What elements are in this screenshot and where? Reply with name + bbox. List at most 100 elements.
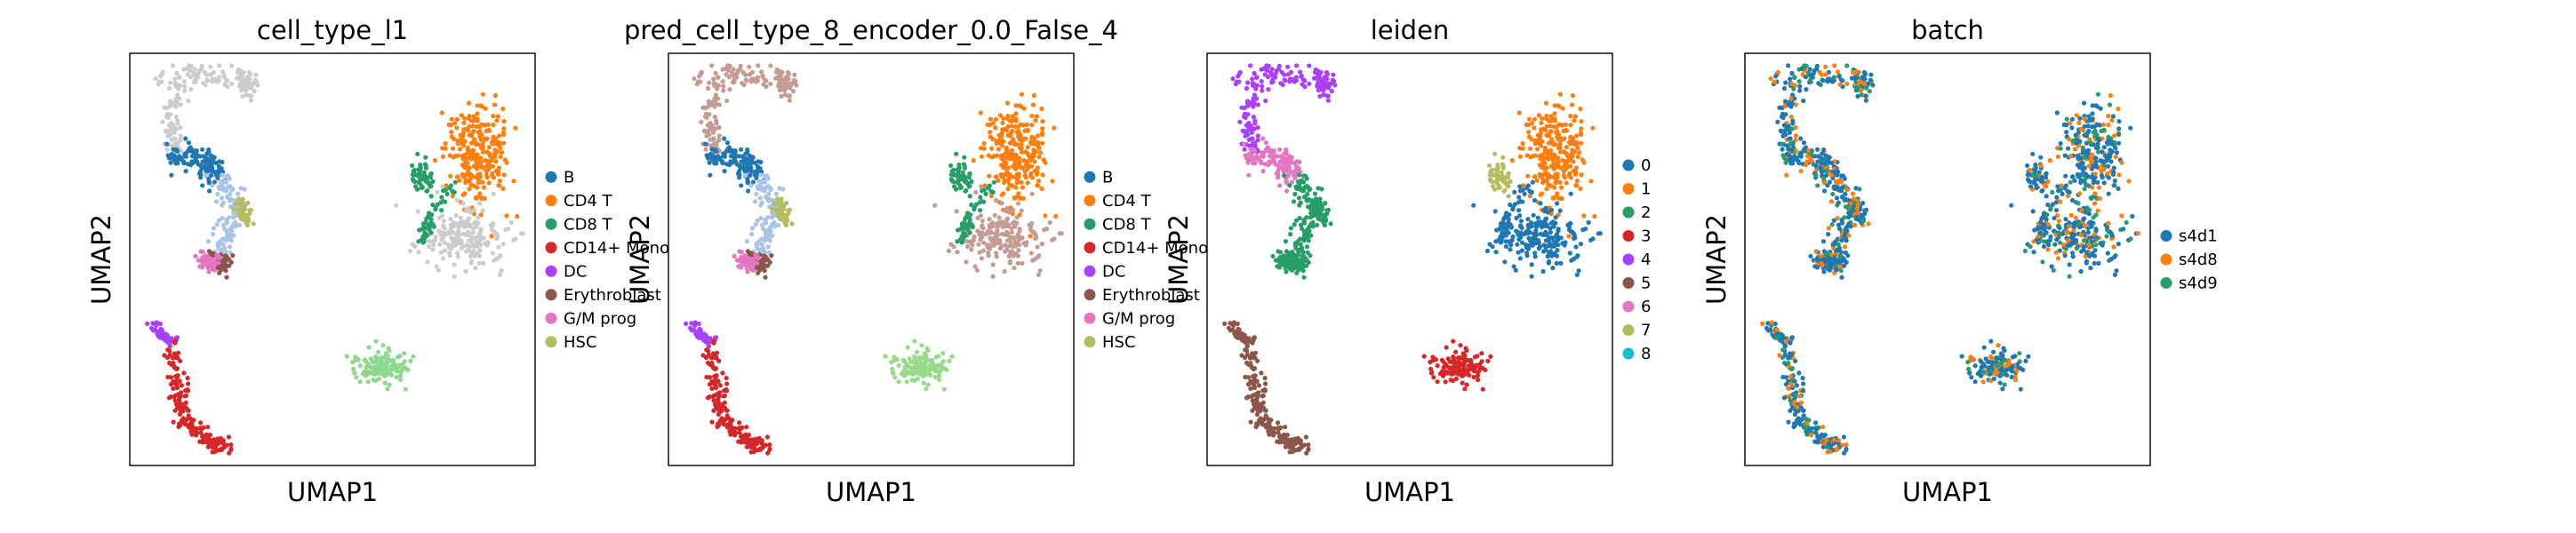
scatter-point [1788,147,1795,153]
scatter-point [1036,183,1041,188]
scatter-point [1510,205,1516,211]
scatter-point [515,213,520,219]
scatter-point [1015,260,1020,266]
scatter-point [227,234,232,239]
scatter-point [1564,145,1569,150]
scatter-point [727,87,732,92]
scatter-point [975,215,980,221]
scatter-point [175,118,180,123]
scatter-point [1860,219,1867,224]
scatter-point [1777,105,1782,110]
legend-marker [1622,253,1635,266]
scatter-point [1253,86,1259,91]
scatter-point [418,162,423,168]
scatter-point [481,185,487,190]
scatter-point [211,232,216,237]
scatter-point [1037,150,1044,155]
scatter-point [1316,69,1321,75]
scatter-point [229,228,235,234]
scatter-point [1252,126,1257,131]
scatter-point [1277,183,1283,188]
scatter-point [1556,164,1561,170]
scatter-point [1493,250,1499,255]
scatter-point [1851,196,1857,202]
scatter-point [1441,359,1446,364]
scatter-point [209,172,214,178]
scatter-point [987,183,992,188]
scatter-point [162,105,167,110]
scatter-point [925,348,931,354]
scatter-point [777,216,783,221]
scatter-point [1251,374,1256,379]
scatter-point [1012,266,1017,271]
scatter-point [1016,134,1021,139]
scatter-point [1525,183,1531,188]
legend-label: DC [564,262,587,281]
scatter-point [1515,242,1520,247]
scatter-point [1276,257,1282,262]
scatter-point [1543,238,1549,243]
scatter-point [1819,160,1824,165]
scatter-point [711,76,716,82]
scatter-point [713,405,719,410]
scatter-point [1820,78,1826,84]
scatter-point [1844,197,1850,203]
scatter-point [176,155,181,160]
scatter-point [969,247,974,252]
scatter-point [192,67,197,72]
scatter-point [1548,163,1554,169]
scatter-point [1845,253,1851,259]
scatter-point [172,155,178,160]
scatter-point [994,251,999,256]
scatter-point [171,419,176,425]
scatter-point [1576,150,1582,155]
scatter-point [217,63,222,68]
scatter-point [1282,172,1287,178]
scatter-point [174,81,180,87]
scatter-point [1053,213,1059,219]
scatter-point [1003,208,1008,213]
scatter-point [763,238,768,243]
scatter-point [1324,71,1330,77]
scatter-point [991,179,996,185]
scatter-point [1025,127,1030,132]
scatter-point [758,187,764,192]
scatter-point [1005,116,1011,122]
scatter-point [1572,141,1577,147]
scatter-point [423,219,428,225]
scatter-point [900,369,906,375]
scatter-point [1781,155,1787,161]
scatter-point [988,229,993,235]
scatter-point [1052,125,1057,131]
scatter-point [972,264,978,269]
scatter-point [1009,230,1014,235]
scatter-point [452,189,457,195]
scatter-point [186,381,191,386]
scatter-point [460,201,466,206]
scatter-point [188,163,194,168]
scatter-point [748,437,753,442]
scatter-point [1843,191,1848,197]
scatter-point [214,79,220,84]
scatter-point [1488,354,1493,359]
scatter-point [1553,180,1558,186]
scatter-point [188,87,194,92]
scatter-point [181,370,187,376]
scatter-point [504,213,509,219]
scatter-point [166,85,172,91]
scatter-point [1544,165,1549,171]
umap-panel-2: pred_cell_type_8_encoder_0.0_False_4UMAP… [624,15,1208,507]
scatter-point [492,92,499,99]
panel-title: pred_cell_type_8_encoder_0.0_False_4 [624,15,1118,45]
scatter-point [463,179,468,186]
legend-marker [1622,324,1635,336]
scatter-point [198,420,204,426]
scatter-point [1004,244,1010,250]
scatter-point [1449,371,1454,377]
scatter-point [448,173,453,179]
scatter-point [189,154,196,159]
scatter-point [1534,147,1540,152]
scatter-point [1293,218,1299,223]
scatter-point [425,214,431,220]
scatter-point [1567,251,1572,256]
